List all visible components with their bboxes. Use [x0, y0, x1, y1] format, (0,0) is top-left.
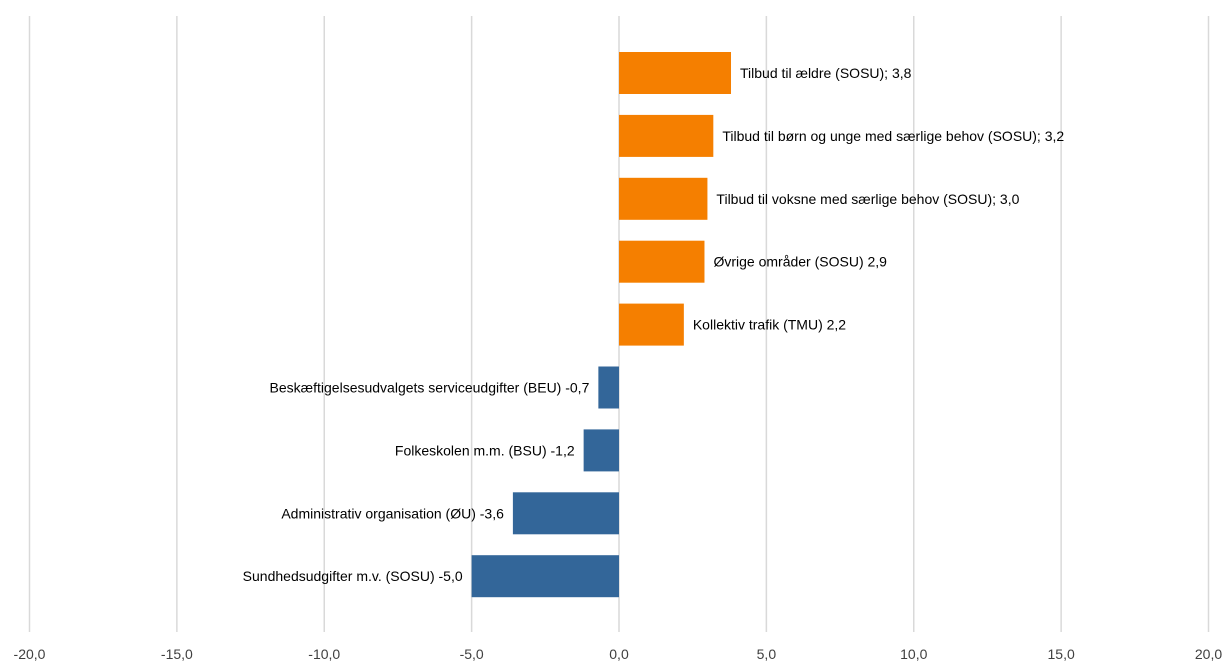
bar — [583, 429, 619, 472]
bar — [471, 555, 619, 598]
bar-label: Administrativ organisation (ØU) -3,6 — [281, 505, 504, 521]
x-tick-label: 15,0 — [1048, 646, 1075, 662]
bars — [471, 52, 732, 598]
bar-label: Folkeskolen m.m. (BSU) -1,2 — [395, 442, 575, 458]
bar-label: Beskæftigelsesudvalgets serviceudgifter … — [270, 380, 590, 396]
x-tick-label: -5,0 — [460, 646, 484, 662]
bar — [619, 52, 732, 94]
bar-label: Tilbud til børn og unge med særlige beho… — [722, 128, 1064, 144]
bar-label: Tilbud til ældre (SOSU); 3,8 — [740, 65, 912, 81]
x-tick-label: 10,0 — [900, 646, 927, 662]
bar — [512, 492, 619, 535]
bar — [619, 177, 708, 220]
x-tick-label: 0,0 — [609, 646, 629, 662]
bar — [619, 303, 684, 346]
x-axis-tick-labels: -20,0 -15,0 -10,0 -5,0 0,0 5,0 10,0 15,0 20,0 — [14, 646, 1223, 662]
bar-label: Kollektiv trafik (TMU) 2,2 — [693, 317, 846, 333]
x-tick-label: -20,0 — [14, 646, 46, 662]
data-labels: Tilbud til ældre (SOSU); 3,8 Tilbud til b… — [243, 65, 1065, 584]
bar — [619, 114, 714, 157]
x-tick-label: 20,0 — [1195, 646, 1222, 662]
bar-label: Sundhedsudgifter m.v. (SOSU) -5,0 — [243, 568, 463, 584]
x-tick-label: 5,0 — [757, 646, 777, 662]
x-tick-label: -15,0 — [161, 646, 193, 662]
bar — [598, 366, 619, 409]
bar-label: Øvrige områder (SOSU) 2,9 — [713, 254, 887, 270]
x-tick-label: -10,0 — [308, 646, 340, 662]
bar-label: Tilbud til voksne med særlige behov (SOS… — [716, 191, 1019, 207]
bar — [619, 240, 705, 283]
